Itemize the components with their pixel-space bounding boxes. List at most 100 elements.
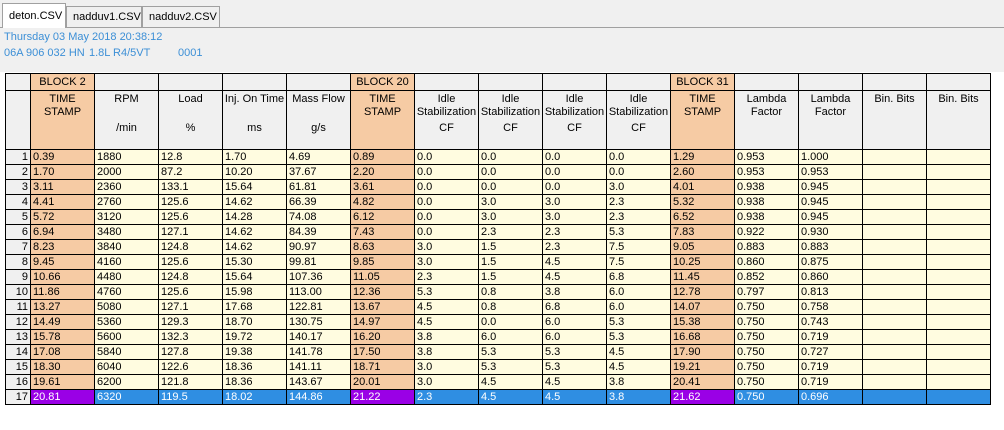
- table-cell[interactable]: 14.62: [222, 194, 287, 210]
- table-cell[interactable]: 2.3: [606, 194, 671, 210]
- timestamp-cell[interactable]: 7.83: [670, 224, 735, 240]
- table-cell[interactable]: 7.5: [606, 239, 671, 255]
- timestamp-cell[interactable]: 6.94: [30, 224, 95, 240]
- timestamp-cell[interactable]: 5.32: [670, 194, 735, 210]
- column-header[interactable]: Idle Stabilization CF: [606, 90, 671, 150]
- table-cell[interactable]: 0.0: [414, 149, 479, 165]
- timestamp-cell[interactable]: 11.05: [350, 269, 415, 285]
- row-number[interactable]: 4: [5, 194, 31, 210]
- table-cell[interactable]: [926, 299, 991, 315]
- timestamp-cell[interactable]: 16.20: [350, 329, 415, 345]
- table-cell[interactable]: 127.1: [158, 224, 223, 240]
- timestamp-cell[interactable]: 6.52: [670, 209, 735, 225]
- table-cell[interactable]: [926, 344, 991, 360]
- timestamp-cell[interactable]: 10.66: [30, 269, 95, 285]
- table-cell[interactable]: 61.81: [286, 179, 351, 195]
- table-cell[interactable]: 0.852: [734, 269, 799, 285]
- timestamp-cell[interactable]: 14.07: [670, 299, 735, 315]
- column-header[interactable]: TIME STAMP: [350, 90, 415, 150]
- table-cell[interactable]: 141.11: [286, 359, 351, 375]
- table-cell[interactable]: 3840: [94, 239, 159, 255]
- timestamp-cell[interactable]: 6.12: [350, 209, 415, 225]
- table-cell[interactable]: 6.0: [542, 329, 607, 345]
- table-cell[interactable]: 4480: [94, 269, 159, 285]
- table-cell[interactable]: 125.6: [158, 254, 223, 270]
- table-cell[interactable]: 0.883: [798, 239, 863, 255]
- column-header[interactable]: TIME STAMP: [670, 90, 735, 150]
- table-cell[interactable]: 0.930: [798, 224, 863, 240]
- table-cell[interactable]: [926, 194, 991, 210]
- timestamp-cell[interactable]: 20.81: [30, 389, 95, 405]
- timestamp-cell[interactable]: 2.20: [350, 164, 415, 180]
- column-header[interactable]: RPM/min: [94, 90, 159, 150]
- table-cell[interactable]: 1.5: [478, 239, 543, 255]
- timestamp-cell[interactable]: 18.30: [30, 359, 95, 375]
- table-cell[interactable]: [862, 164, 927, 180]
- table-cell[interactable]: [926, 329, 991, 345]
- table-cell[interactable]: [862, 344, 927, 360]
- timestamp-cell[interactable]: 15.38: [670, 314, 735, 330]
- row-number[interactable]: 14: [5, 344, 31, 360]
- table-cell[interactable]: 19.72: [222, 329, 287, 345]
- table-row[interactable]: 2 1.70 2000 87.2 10.20 37.67 2.20 0.0 0.0 0.0 0.0 2…: [5, 164, 991, 180]
- column-header[interactable]: Idle Stabilization CF: [414, 90, 479, 150]
- table-cell[interactable]: [862, 284, 927, 300]
- timestamp-cell[interactable]: 1.29: [670, 149, 735, 165]
- row-number[interactable]: 12: [5, 314, 31, 330]
- table-cell[interactable]: 6.8: [606, 269, 671, 285]
- table-cell[interactable]: 3.8: [606, 374, 671, 390]
- timestamp-cell[interactable]: 7.43: [350, 224, 415, 240]
- table-cell[interactable]: [926, 374, 991, 390]
- table-cell[interactable]: 0.953: [798, 164, 863, 180]
- table-cell[interactable]: [862, 239, 927, 255]
- table-cell[interactable]: 122.81: [286, 299, 351, 315]
- table-cell[interactable]: 0.750: [734, 389, 799, 405]
- table-cell[interactable]: 0.0: [606, 149, 671, 165]
- column-header[interactable]: Idle Stabilization CF: [542, 90, 607, 150]
- timestamp-cell[interactable]: 14.49: [30, 314, 95, 330]
- table-cell[interactable]: 4160: [94, 254, 159, 270]
- table-cell[interactable]: 0.0: [414, 224, 479, 240]
- table-cell[interactable]: 10.20: [222, 164, 287, 180]
- table-cell[interactable]: 5080: [94, 299, 159, 315]
- table-cell[interactable]: 5.3: [542, 359, 607, 375]
- table-cell[interactable]: 0.750: [734, 359, 799, 375]
- table-cell[interactable]: 3.0: [478, 209, 543, 225]
- timestamp-cell[interactable]: 11.45: [670, 269, 735, 285]
- table-cell[interactable]: 5.3: [478, 344, 543, 360]
- timestamp-cell[interactable]: 9.45: [30, 254, 95, 270]
- timestamp-cell[interactable]: 13.27: [30, 299, 95, 315]
- row-number[interactable]: 6: [5, 224, 31, 240]
- table-cell[interactable]: 5840: [94, 344, 159, 360]
- table-cell[interactable]: 5.3: [542, 344, 607, 360]
- table-cell[interactable]: [926, 254, 991, 270]
- table-cell[interactable]: 3.0: [414, 239, 479, 255]
- column-header[interactable]: Idle Stabilization CF: [478, 90, 543, 150]
- table-cell[interactable]: 3.8: [414, 329, 479, 345]
- table-cell[interactable]: 12.8: [158, 149, 223, 165]
- table-cell[interactable]: 6.8: [542, 299, 607, 315]
- timestamp-cell[interactable]: 21.22: [350, 389, 415, 405]
- table-cell[interactable]: [862, 224, 927, 240]
- table-cell[interactable]: 0.875: [798, 254, 863, 270]
- table-cell[interactable]: 14.62: [222, 224, 287, 240]
- row-number[interactable]: 3: [5, 179, 31, 195]
- table-cell[interactable]: 2.3: [542, 224, 607, 240]
- table-cell[interactable]: 15.64: [222, 179, 287, 195]
- table-cell[interactable]: 4.5: [606, 359, 671, 375]
- tab-nadduv1-csv[interactable]: nadduv1.CSV: [66, 6, 142, 27]
- table-cell[interactable]: 133.1: [158, 179, 223, 195]
- table-cell[interactable]: 2360: [94, 179, 159, 195]
- table-cell[interactable]: 3.0: [414, 374, 479, 390]
- table-cell[interactable]: 0.0: [414, 164, 479, 180]
- timestamp-cell[interactable]: 19.61: [30, 374, 95, 390]
- table-row[interactable]: 13 15.78 5600 132.3 19.72 140.17 16.20 3.8 6.0 6.…: [5, 329, 991, 345]
- table-cell[interactable]: 5600: [94, 329, 159, 345]
- table-cell[interactable]: 127.1: [158, 299, 223, 315]
- table-row[interactable]: 12 14.49 5360 129.3 18.70 130.75 14.97 4.5 0.0 6.…: [5, 314, 991, 330]
- table-cell[interactable]: [926, 224, 991, 240]
- table-cell[interactable]: 37.67: [286, 164, 351, 180]
- row-number[interactable]: 8: [5, 254, 31, 270]
- timestamp-cell[interactable]: 19.21: [670, 359, 735, 375]
- table-cell[interactable]: [926, 149, 991, 165]
